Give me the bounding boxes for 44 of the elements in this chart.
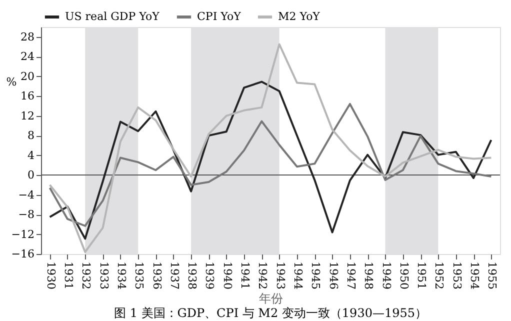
y-tick-label: 4	[28, 148, 34, 162]
y-tick-label: 8	[28, 129, 34, 142]
x-tick-label: 1937	[168, 262, 181, 290]
y-tick-label: 24	[20, 50, 34, 64]
x-tick-label: 1941	[238, 262, 252, 290]
y-tick-label: 28	[20, 30, 34, 44]
x-tick-label: 1954	[468, 262, 482, 290]
x-tick-label: 1935	[132, 262, 146, 290]
legend-label: US real GDP YoY	[65, 10, 160, 23]
x-tick-label: 1931	[62, 262, 75, 290]
x-tick-label: 1938	[186, 262, 199, 290]
y-tick-label: −4	[18, 188, 34, 202]
y-tick-label: −12	[11, 228, 34, 241]
x-tick-label: 1955	[486, 262, 499, 290]
x-tick-label: 1944	[291, 262, 304, 290]
y-axis-title: %	[6, 76, 17, 88]
x-tick-label: 1940	[220, 262, 234, 290]
x-tick-label: 1948	[362, 262, 376, 290]
y-tick-label: 16	[20, 90, 34, 103]
x-tick-label: 1942	[256, 262, 270, 290]
x-tick-label: 1949	[380, 262, 393, 290]
legend-label: M2 YoY	[278, 10, 321, 23]
x-tick-label: 1936	[150, 262, 164, 290]
x-tick-label: 1953	[450, 262, 464, 290]
x-tick-label: 1945	[309, 262, 322, 290]
y-tick-label: −8	[18, 208, 34, 222]
x-tick-label: 1951	[415, 262, 428, 290]
x-tick-label: 1934	[114, 262, 128, 290]
x-tick-label: 1952	[432, 262, 446, 290]
y-tick-label: 20	[20, 70, 34, 83]
x-tick-label: 1946	[326, 262, 340, 290]
y-tick-label: −16	[11, 248, 34, 260]
y-tick-label: 12	[20, 109, 34, 122]
y-tick-label: 0	[28, 168, 34, 182]
x-tick-label: 1930	[44, 262, 58, 290]
x-tick-label: 1950	[397, 262, 410, 290]
x-tick-label: 1947	[344, 262, 358, 290]
text: 图 1 美国：GDP、CPI 与 M2 变动一致（1930—1955）	[114, 306, 427, 320]
x-tick-label: 1939	[203, 262, 216, 290]
legend-label: CPI YoY	[197, 10, 242, 23]
x-tick-label: 1943	[274, 262, 287, 290]
x-axis-title: 年份	[259, 291, 283, 306]
x-tick-label: 1932	[80, 262, 93, 290]
x-tick-label: 1933	[97, 262, 110, 290]
